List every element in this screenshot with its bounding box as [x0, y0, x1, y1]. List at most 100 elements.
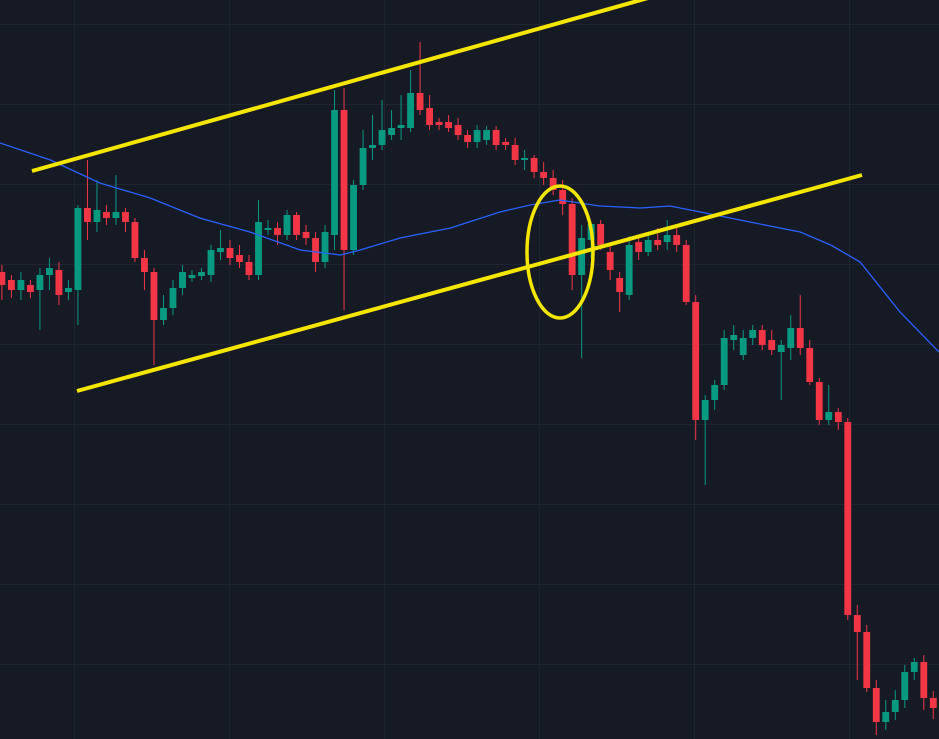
candle-body [407, 93, 414, 128]
candle-body [483, 130, 491, 140]
candle-body [882, 712, 890, 722]
candle-body [692, 302, 700, 420]
candle-body [929, 698, 937, 708]
candle-body [815, 382, 823, 420]
candle-body [654, 240, 662, 245]
candle-body [825, 412, 833, 420]
candle-body [369, 145, 376, 148]
candle-body [891, 700, 899, 712]
candle-body [521, 158, 529, 160]
candle-body [597, 224, 605, 245]
candle-body [55, 270, 63, 295]
candle-body [293, 215, 300, 235]
candle-body [796, 328, 804, 348]
candle-body [701, 400, 709, 420]
candle-body [397, 125, 405, 128]
candle-body [872, 688, 880, 722]
highlight-ellipse [525, 184, 595, 320]
candle-body [578, 238, 586, 275]
candle-body [492, 130, 500, 145]
candle-body [540, 172, 548, 178]
candle-body [378, 130, 386, 145]
candle-body [236, 255, 243, 262]
candle-body [26, 285, 34, 292]
candle-body [264, 228, 272, 230]
candle-body [65, 288, 72, 292]
candle-body [150, 272, 158, 320]
candle-body [74, 208, 82, 290]
candle-body [606, 252, 614, 270]
candle-body [758, 330, 766, 345]
candle-body [179, 272, 186, 288]
candle-body [255, 222, 262, 275]
candle-body [682, 245, 690, 302]
candle-body [787, 328, 795, 348]
candle-body [84, 208, 91, 222]
plot [0, 42, 939, 735]
candle-body [283, 215, 291, 235]
candle-body [226, 248, 234, 258]
candle-body [188, 275, 196, 278]
candle-body [426, 108, 434, 125]
candle-body [920, 662, 928, 698]
candle-body [198, 272, 205, 276]
candle-body [711, 385, 719, 400]
candle-body [207, 250, 215, 275]
trend-line-upper [31, 0, 649, 173]
candle-body [331, 110, 338, 235]
candle-body [445, 122, 453, 128]
candle-body [112, 212, 120, 218]
candle-body [435, 122, 443, 125]
candle-body [901, 672, 909, 700]
candle-body [17, 280, 25, 290]
candle-body [245, 262, 253, 275]
candle-body [777, 345, 785, 352]
trend-line-lower [76, 173, 863, 393]
candle-body [321, 232, 329, 262]
candle-body [36, 275, 44, 290]
candle-body [853, 615, 861, 632]
candle-body [730, 335, 738, 340]
candle-body [312, 238, 319, 262]
candle-body [625, 245, 633, 295]
candle-body [359, 148, 367, 185]
candle-body [530, 158, 538, 172]
candle-body [103, 212, 110, 218]
candle-body [559, 190, 567, 204]
candle-body [910, 662, 918, 672]
candle-body [749, 330, 757, 338]
candle-body [45, 268, 53, 275]
candle-body [511, 145, 519, 160]
candle-body [131, 222, 139, 258]
candle-body [454, 125, 462, 135]
candle-body [549, 178, 557, 190]
candle-body [673, 235, 681, 245]
candle-body [834, 412, 842, 422]
candle-body [473, 130, 481, 142]
candle-body [720, 338, 728, 385]
candle-body [217, 248, 224, 252]
candle-body [7, 280, 15, 290]
candle-body [616, 278, 624, 292]
candle-body [844, 422, 852, 615]
candle-body [644, 240, 652, 252]
candle-body [768, 340, 776, 350]
candle-body [340, 110, 348, 250]
candle-body [0, 272, 6, 285]
candle-body [350, 185, 357, 250]
candle-body [739, 338, 747, 355]
candle-body [464, 135, 472, 142]
candle-body [502, 142, 510, 145]
candle-body [274, 228, 281, 235]
candle-body [160, 308, 167, 320]
candle-body [806, 348, 814, 382]
candle-body [863, 632, 871, 688]
candle-body [663, 235, 671, 242]
candle-body [93, 210, 101, 222]
candle-body [568, 204, 576, 275]
annotations [31, 0, 863, 393]
candle-body [388, 128, 395, 135]
candle-body [302, 232, 310, 238]
